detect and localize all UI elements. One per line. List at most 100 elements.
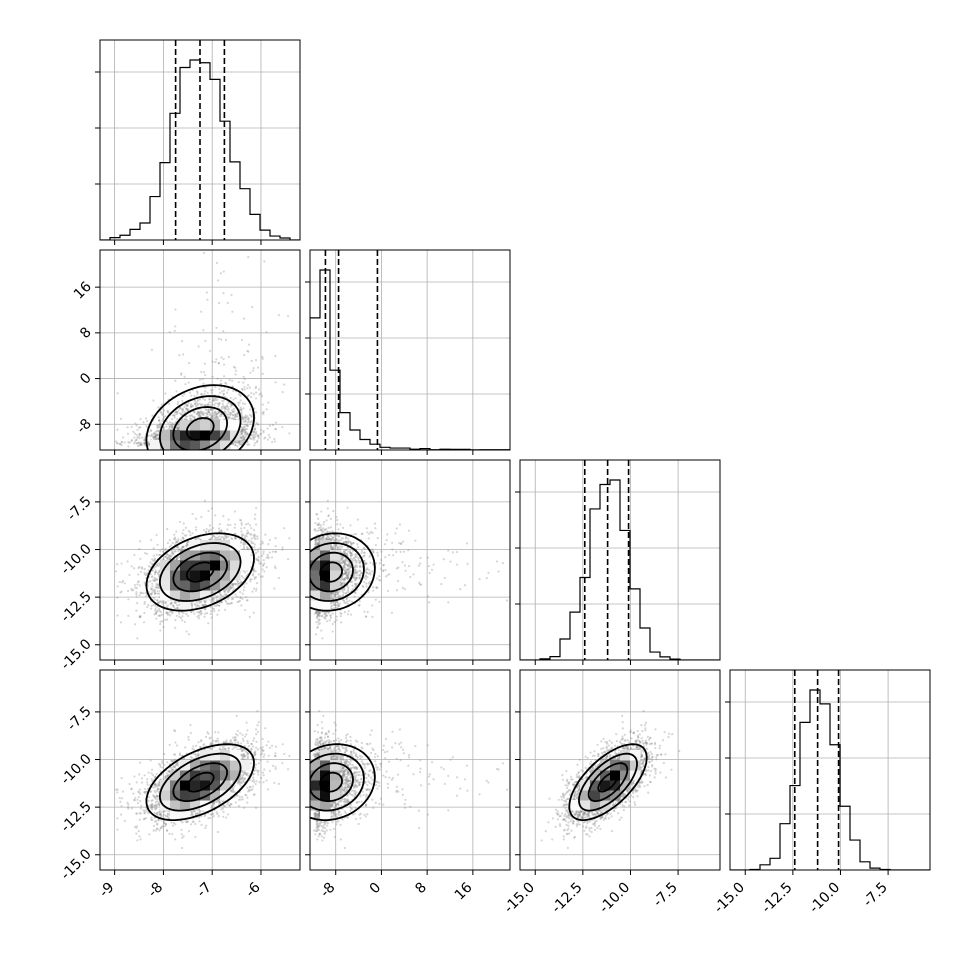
sample-point	[261, 568, 264, 571]
sample-point	[246, 394, 250, 398]
sample-point	[215, 415, 218, 418]
sample-point	[203, 390, 207, 393]
sample-point	[241, 428, 245, 431]
sample-point	[179, 413, 182, 416]
sample-point	[168, 330, 171, 334]
sample-point	[164, 549, 167, 552]
density-cell	[230, 430, 241, 441]
sample-point	[171, 604, 174, 607]
sample-point	[147, 444, 150, 447]
sample-point	[216, 417, 220, 420]
sample-point	[281, 426, 284, 429]
sample-point	[219, 594, 222, 597]
sample-point	[234, 414, 238, 417]
sample-point	[139, 418, 142, 421]
sample-point	[157, 586, 161, 590]
sample-point	[241, 428, 244, 431]
sample-point	[254, 570, 257, 573]
sample-point	[154, 571, 157, 574]
sample-point	[252, 435, 255, 439]
sample-point	[218, 604, 221, 607]
sample-point	[288, 432, 291, 435]
sample-point	[114, 440, 118, 443]
sample-point	[241, 428, 244, 431]
sample-point	[154, 571, 157, 574]
sample-point	[149, 607, 153, 610]
sample-point	[175, 540, 178, 543]
sample-point	[198, 600, 201, 603]
sample-point	[152, 554, 155, 557]
sample-point	[246, 441, 249, 444]
sample-point	[205, 527, 208, 531]
sample-point	[154, 436, 157, 439]
sample-point	[139, 442, 142, 445]
sample-point	[242, 430, 245, 433]
sample-point	[179, 616, 183, 620]
sample-point	[155, 433, 158, 436]
sample-point	[238, 441, 241, 444]
sample-point	[246, 548, 249, 551]
sample-point	[138, 584, 141, 587]
sample-point	[211, 415, 214, 418]
sample-point	[240, 414, 243, 417]
sample-point	[243, 385, 246, 388]
sample-point	[238, 440, 241, 443]
sample-point	[216, 613, 219, 616]
sample-point	[259, 432, 262, 436]
sample-point	[212, 414, 216, 417]
sample-point	[197, 411, 200, 415]
sample-point	[223, 406, 226, 409]
sample-point	[198, 411, 201, 414]
sample-point	[218, 403, 221, 406]
sample-point	[156, 599, 159, 602]
sample-point	[174, 325, 177, 328]
sample-point	[210, 416, 213, 420]
sample-point	[231, 597, 235, 600]
sample-point	[253, 427, 257, 431]
sample-point	[157, 601, 161, 604]
sample-point	[213, 411, 216, 414]
sample-point	[249, 421, 252, 424]
sample-point	[161, 620, 164, 623]
sample-point	[154, 569, 157, 572]
sample-point	[237, 404, 240, 407]
sample-point	[214, 360, 217, 364]
sample-point	[217, 402, 221, 405]
sample-point	[187, 529, 190, 532]
sample-point	[240, 439, 243, 443]
sample-point	[220, 390, 224, 393]
sample-point	[158, 607, 161, 610]
sample-point	[226, 416, 230, 419]
sample-point	[135, 442, 138, 445]
sample-point	[247, 531, 250, 535]
sample-point	[137, 435, 140, 438]
sample-point	[250, 414, 253, 417]
sample-point	[266, 427, 269, 430]
sample-point	[140, 443, 144, 447]
sample-point	[253, 546, 256, 549]
sample-point	[175, 614, 179, 617]
sample-point	[233, 416, 237, 419]
sample-point	[246, 529, 249, 532]
sample-point	[242, 436, 245, 439]
sample-point	[196, 604, 199, 607]
sample-point	[241, 418, 245, 421]
sample-point	[140, 592, 143, 595]
scatter-content	[114, 499, 291, 640]
sample-point	[156, 543, 159, 547]
sample-point	[152, 435, 155, 438]
sample-point	[204, 531, 208, 534]
sample-point	[187, 408, 190, 411]
sample-point	[155, 553, 158, 556]
sample-point	[158, 419, 161, 422]
sample-point	[247, 255, 250, 259]
sample-point	[224, 381, 227, 384]
sample-point	[236, 582, 239, 585]
sample-point	[198, 412, 201, 415]
density-cell	[190, 440, 201, 450]
sample-point	[249, 524, 252, 527]
sample-point	[243, 415, 246, 419]
sample-point	[218, 401, 221, 405]
sample-point	[249, 437, 252, 441]
sample-point	[176, 400, 180, 403]
